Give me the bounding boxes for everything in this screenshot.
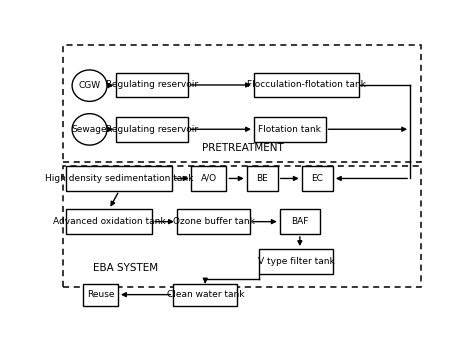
Bar xyxy=(66,209,152,234)
Bar xyxy=(116,117,188,142)
Text: Regulating reservoir: Regulating reservoir xyxy=(106,125,198,134)
Text: High density sedimentation tank: High density sedimentation tank xyxy=(45,174,193,183)
Text: Regulating reservoir: Regulating reservoir xyxy=(106,81,198,89)
Text: Sewage: Sewage xyxy=(72,125,108,134)
Text: A/O: A/O xyxy=(201,174,217,183)
Text: Reuse: Reuse xyxy=(87,290,114,299)
Text: Advanced oxidation tank: Advanced oxidation tank xyxy=(53,217,165,226)
Text: EBA SYSTEM: EBA SYSTEM xyxy=(93,263,158,273)
Text: BAF: BAF xyxy=(291,217,309,226)
Bar xyxy=(63,45,421,162)
Text: Ozone buffer tank: Ozone buffer tank xyxy=(173,217,255,226)
Bar xyxy=(173,284,237,306)
Bar xyxy=(254,117,326,142)
Text: Flocculation-flotation tank: Flocculation-flotation tank xyxy=(247,81,366,89)
Bar xyxy=(259,249,333,274)
Bar xyxy=(177,209,250,234)
Bar xyxy=(246,166,278,191)
Bar xyxy=(280,209,320,234)
Text: V type filter tank: V type filter tank xyxy=(258,257,335,266)
Text: Flotation tank: Flotation tank xyxy=(258,125,321,134)
Bar xyxy=(66,166,173,191)
Bar xyxy=(301,166,333,191)
Text: Clean water tank: Clean water tank xyxy=(166,290,244,299)
Bar xyxy=(191,166,227,191)
Ellipse shape xyxy=(72,70,107,102)
Text: PRETREATMENT: PRETREATMENT xyxy=(202,143,284,153)
Ellipse shape xyxy=(72,114,107,145)
Bar xyxy=(63,165,421,287)
Bar xyxy=(254,73,359,97)
Bar xyxy=(83,284,118,306)
Text: EC: EC xyxy=(311,174,323,183)
Text: BE: BE xyxy=(256,174,268,183)
Text: CGW: CGW xyxy=(79,81,100,90)
Bar xyxy=(116,73,188,97)
